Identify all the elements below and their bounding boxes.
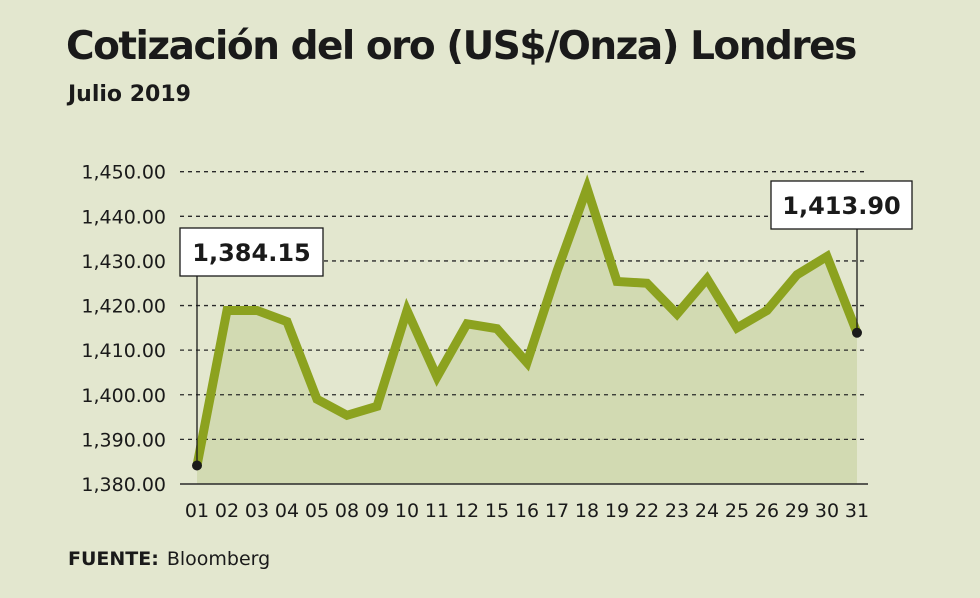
y-tick-label: 1,380.00	[81, 474, 166, 496]
y-tick-label: 1,450.00	[81, 162, 166, 184]
x-tick-label: 23	[665, 500, 689, 522]
x-tick-label: 09	[365, 500, 389, 522]
x-tick-label: 05	[305, 500, 329, 522]
x-tick-label: 12	[455, 500, 479, 522]
x-tick-label: 11	[425, 500, 449, 522]
endpoint-marker	[852, 327, 862, 338]
chart-subtitle: Julio 2019	[68, 82, 191, 107]
chart-title: Cotización del oro (US$/Onza) Londres	[66, 24, 857, 69]
x-tick-label: 04	[275, 500, 299, 522]
x-tick-label: 29	[785, 500, 809, 522]
x-tick-label: 03	[245, 500, 269, 522]
annotation-label: 1,413.90	[782, 192, 900, 220]
x-tick-label: 31	[845, 500, 869, 522]
area-fill	[197, 188, 857, 485]
x-tick-label: 01	[185, 500, 209, 522]
x-tick-label: 18	[575, 500, 599, 522]
y-tick-label: 1,410.00	[81, 340, 166, 362]
y-tick-label: 1,440.00	[81, 206, 166, 228]
endpoint-marker	[192, 460, 202, 471]
annotation-box	[770, 180, 913, 230]
x-tick-label: 25	[725, 500, 749, 522]
x-tick-label: 02	[215, 500, 239, 522]
x-tick-label: 26	[755, 500, 779, 522]
x-tick-label: 19	[605, 500, 629, 522]
source-label: FUENTE:	[68, 548, 159, 570]
x-tick-label: 10	[395, 500, 419, 522]
x-tick-label: 30	[815, 500, 839, 522]
annotation-label: 1,384.15	[192, 239, 310, 267]
source-value: Bloomberg	[166, 548, 271, 570]
x-tick-label: 17	[545, 500, 569, 522]
x-tick-label: 15	[485, 500, 509, 522]
source-note: FUENTE: Bloomberg	[68, 548, 270, 570]
y-tick-label: 1,420.00	[81, 296, 166, 318]
x-tick-label: 24	[695, 500, 719, 522]
x-tick-label: 08	[335, 500, 359, 522]
y-tick-label: 1,430.00	[81, 251, 166, 273]
annotation-box	[179, 227, 324, 277]
y-tick-label: 1,390.00	[81, 429, 166, 451]
x-tick-label: 22	[635, 500, 659, 522]
y-tick-label: 1,400.00	[81, 385, 166, 407]
x-tick-label: 16	[515, 500, 539, 522]
